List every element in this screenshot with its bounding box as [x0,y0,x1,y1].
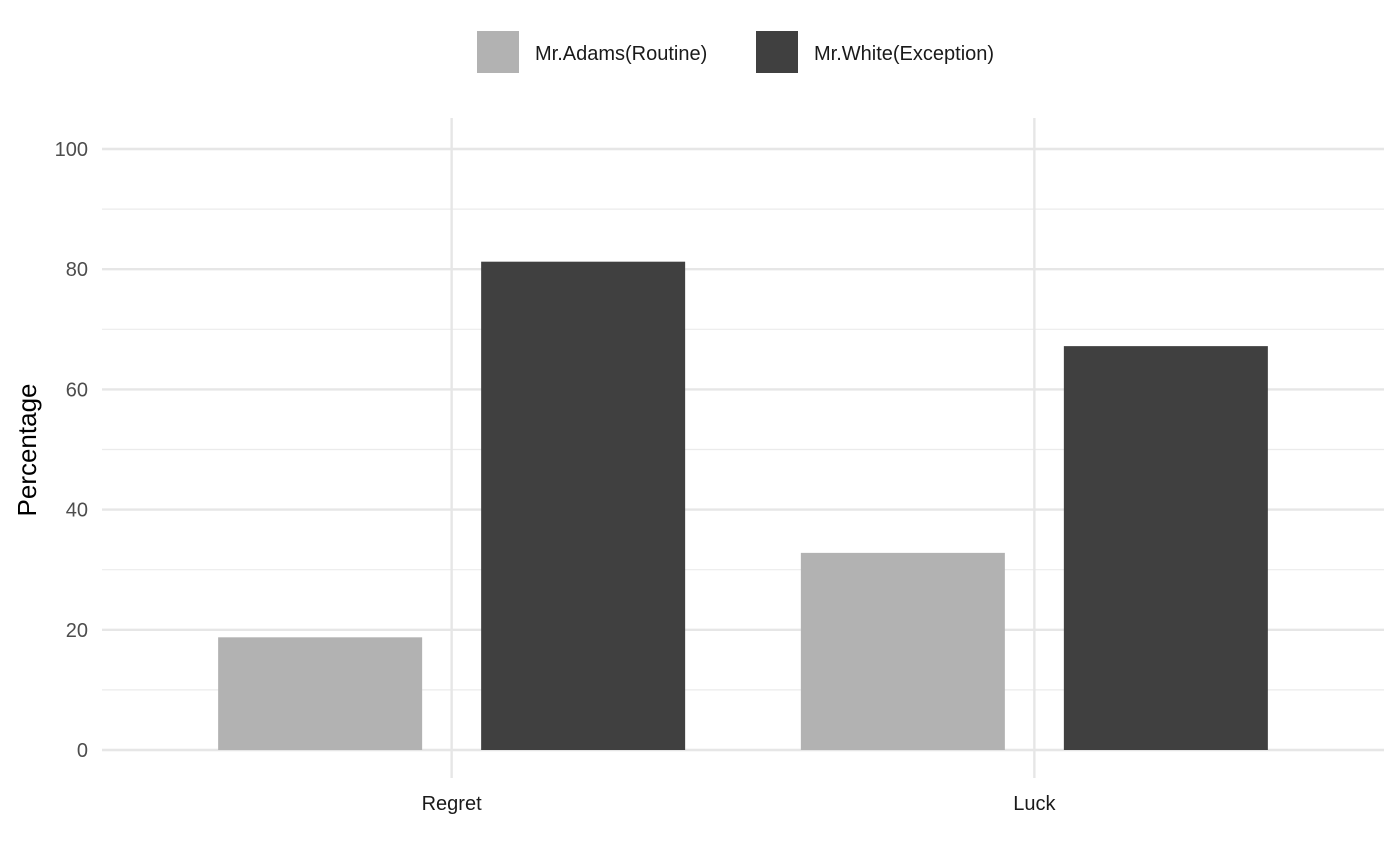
x-tick-label: Regret [422,793,482,815]
y-tick-label: 60 [66,379,88,401]
x-axis-ticks: Regret Luck [422,793,1057,815]
legend: Mr.Adams(Routine) Mr.White(Exception) [477,31,994,73]
legend-key [477,31,519,73]
y-tick-label: 0 [77,740,88,762]
bar-regret-series-1 [218,637,423,750]
y-axis-title: Percentage [12,384,42,517]
legend-label: Mr.White(Exception) [814,43,994,65]
y-axis-ticks: 0 20 40 60 80 100 [55,139,88,762]
y-tick-label: 80 [66,259,88,281]
y-tick-label: 40 [66,500,88,522]
bar-luck-series-2 [1063,346,1268,750]
x-tick-label: Luck [1013,793,1056,815]
y-tick-label: 100 [55,139,88,161]
bars [218,261,1268,750]
legend-label: Mr.Adams(Routine) [535,43,707,65]
y-tick-label: 20 [66,620,88,642]
legend-key [756,31,798,73]
bar-regret-series-2 [481,261,686,750]
bar-luck-series-1 [800,552,1005,750]
